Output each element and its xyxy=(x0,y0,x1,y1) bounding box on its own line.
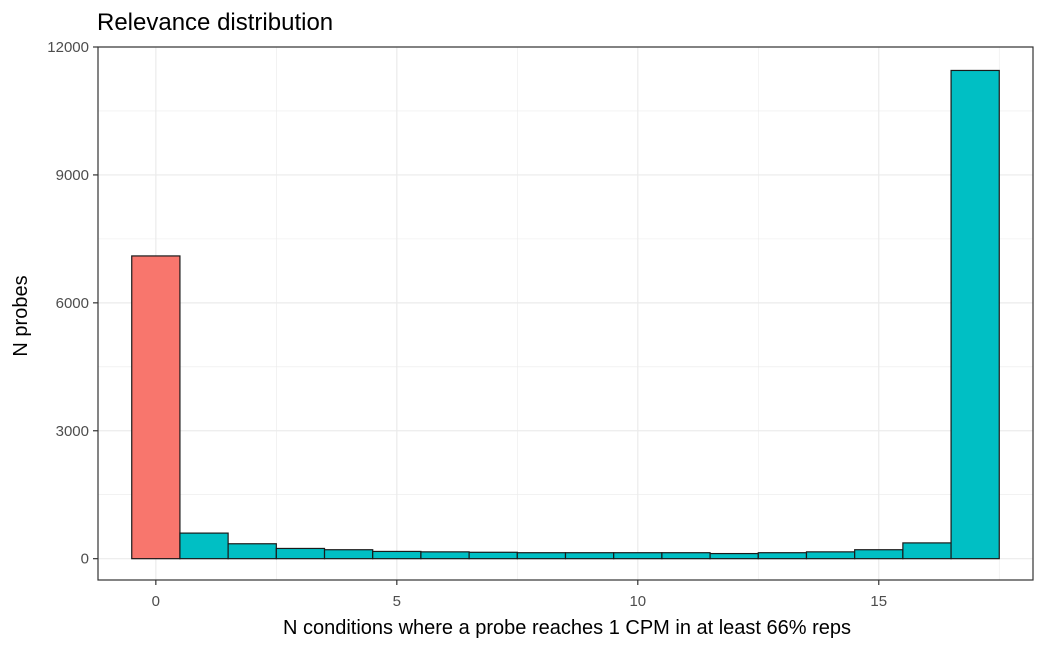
histogram-bar xyxy=(613,552,663,560)
histogram-bar xyxy=(323,549,374,560)
histogram-bar xyxy=(179,532,229,560)
histogram-bar xyxy=(564,552,615,560)
histogram-bar xyxy=(902,542,952,560)
histogram-bar xyxy=(131,255,181,560)
chart-title: Relevance distribution xyxy=(97,9,333,36)
x-tick-label: 10 xyxy=(629,593,646,610)
y-tick-label: 9000 xyxy=(56,167,89,184)
histogram-bar xyxy=(950,69,1000,560)
y-axis-title: N probes xyxy=(10,275,32,356)
histogram-bar xyxy=(468,551,518,560)
histogram-bar xyxy=(805,551,856,560)
histogram-bar xyxy=(275,547,326,560)
y-tick-label: 12000 xyxy=(47,39,89,56)
histogram-bar xyxy=(661,552,711,560)
bars xyxy=(131,69,1000,560)
y-tick-label: 0 xyxy=(81,551,89,568)
y-tick-label: 3000 xyxy=(56,423,89,440)
x-tick-label: 15 xyxy=(870,593,887,610)
x-tick-label: 0 xyxy=(152,593,160,610)
x-tick-label: 5 xyxy=(393,593,401,610)
axis-ticks: 0 3000 6000 9000 12000 0 5 10 15 xyxy=(47,39,887,610)
grid-lines xyxy=(98,46,1033,580)
histogram-bar xyxy=(372,550,422,560)
histogram-bar xyxy=(854,549,904,560)
panel-border xyxy=(97,46,1034,581)
histogram-bar xyxy=(420,551,470,560)
histogram-bar xyxy=(227,543,277,560)
histogram-bar xyxy=(757,552,808,560)
y-tick-label: 6000 xyxy=(56,295,89,312)
histogram-bar xyxy=(516,552,567,560)
x-axis-title: N conditions where a probe reaches 1 CPM… xyxy=(283,617,851,639)
histogram-bar xyxy=(709,552,759,560)
